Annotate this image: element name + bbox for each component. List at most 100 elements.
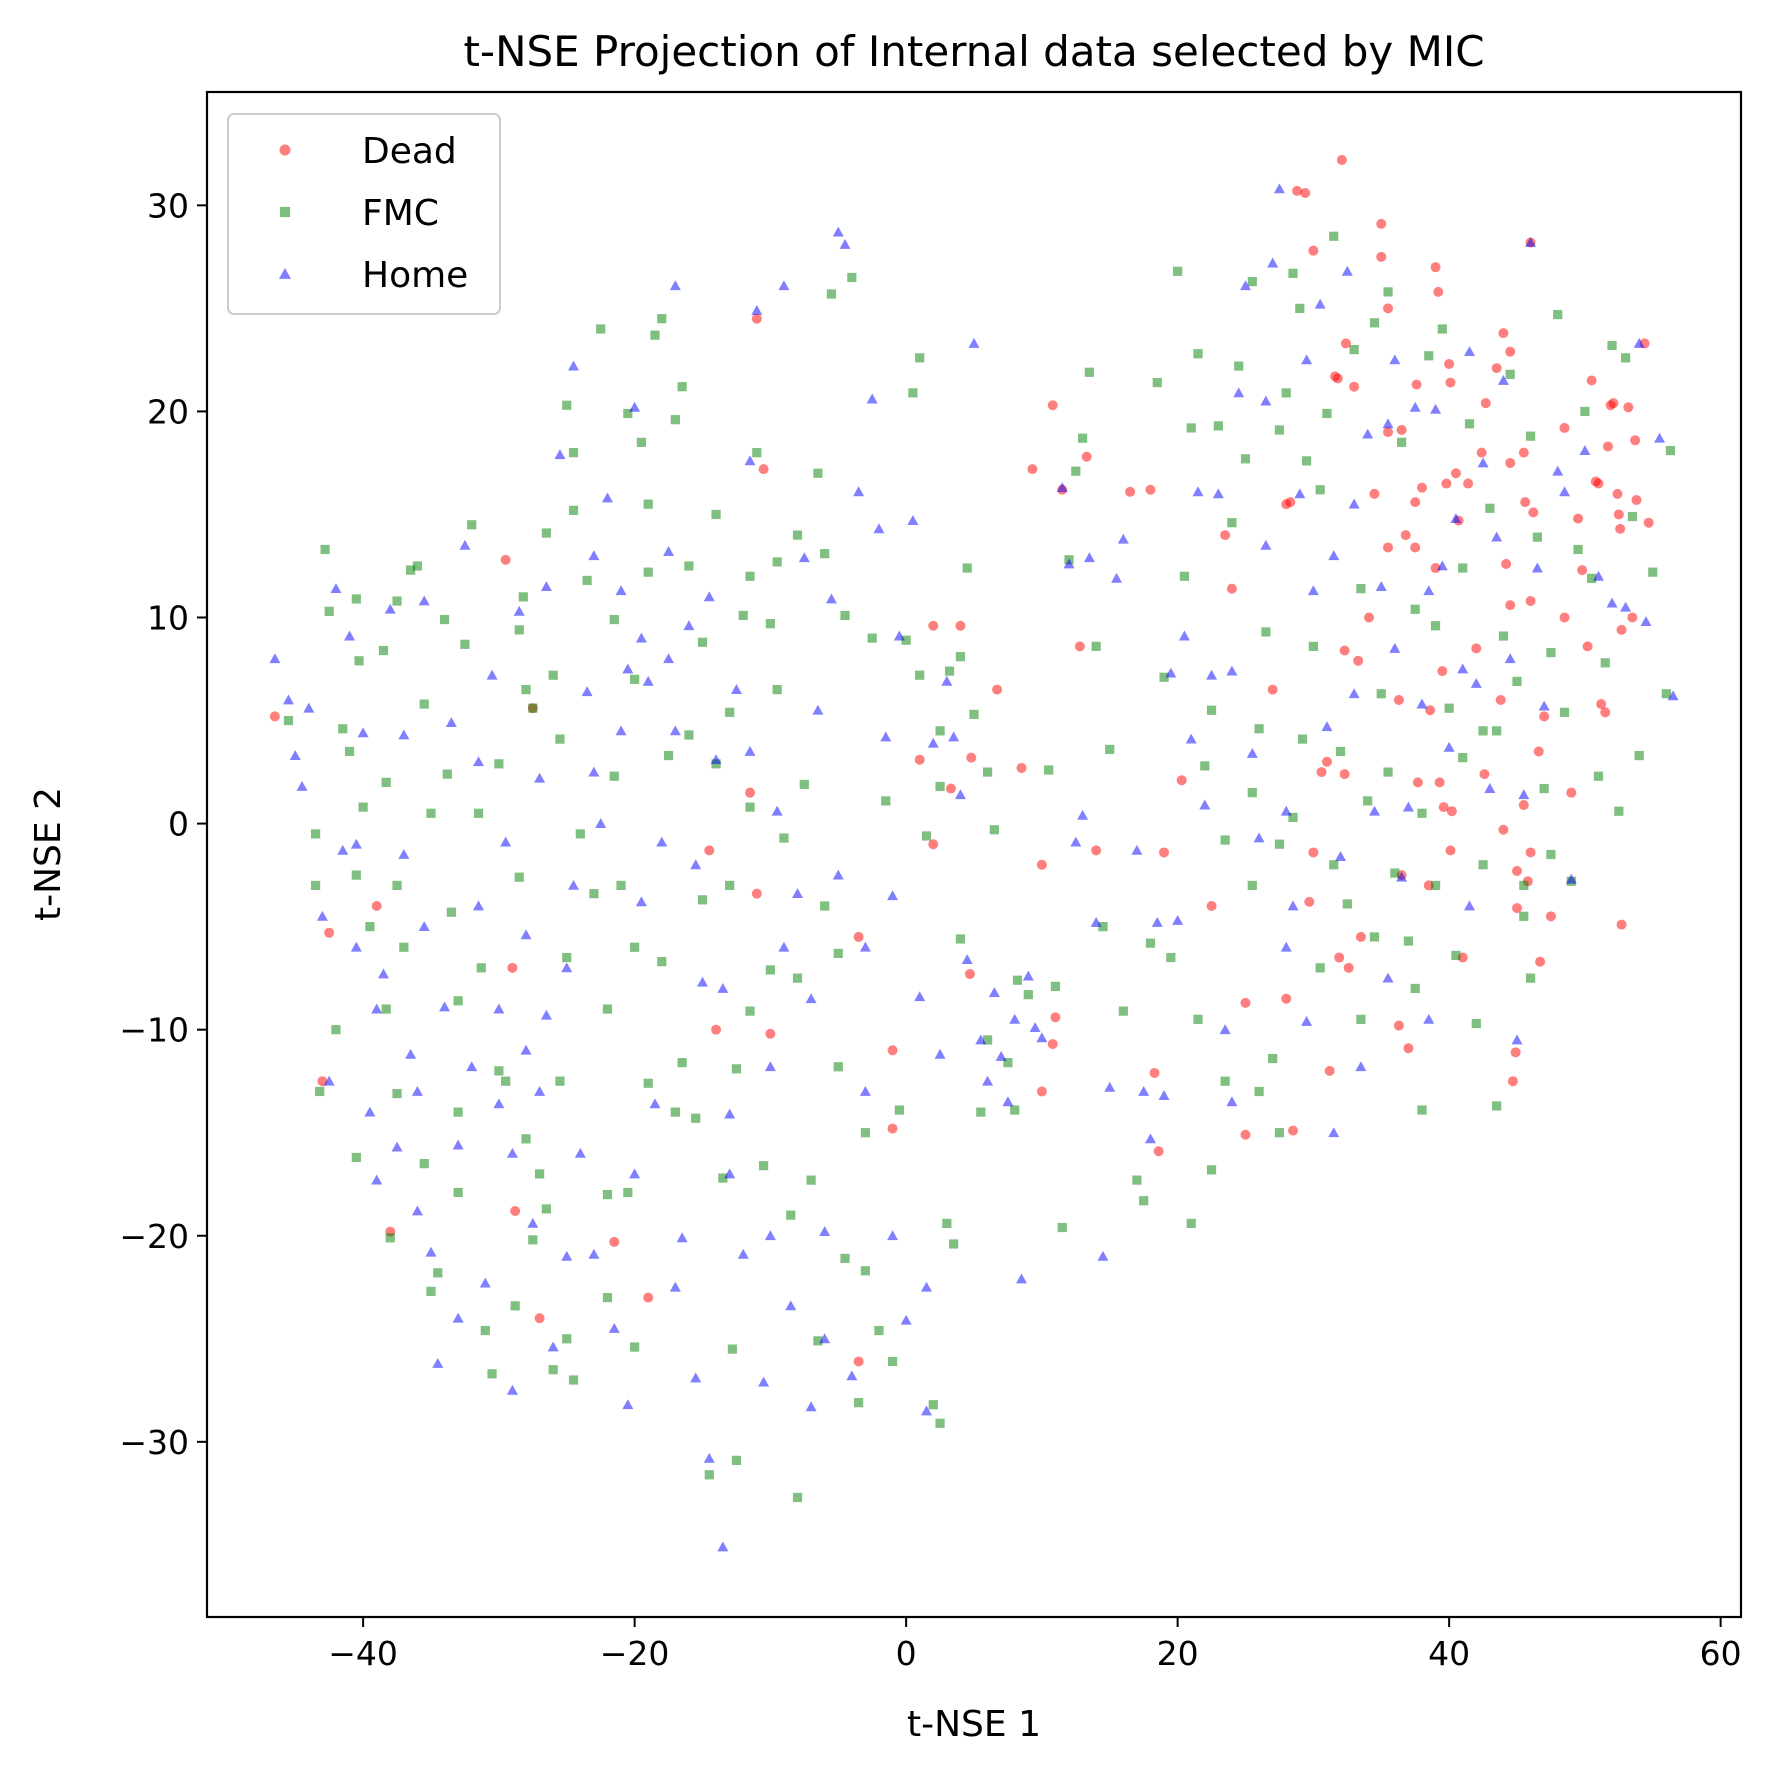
home-point (1389, 642, 1401, 653)
home-point (1382, 972, 1394, 983)
fmc-point (1478, 726, 1488, 736)
dead-point (1505, 600, 1516, 611)
fmc-point (643, 1078, 653, 1088)
dead-point (1627, 612, 1638, 623)
home-point (1579, 445, 1591, 455)
home-point (663, 546, 675, 556)
dead-point (1498, 328, 1509, 339)
home-point (683, 620, 695, 631)
home-point (540, 1009, 552, 1020)
fmc-point (1458, 753, 1468, 763)
fmc-point (1220, 835, 1230, 845)
dead-point (1438, 802, 1449, 813)
home-point (425, 1246, 437, 1257)
fmc-point (1301, 456, 1312, 466)
fmc-point (1098, 922, 1108, 932)
fmc-point (351, 870, 361, 880)
home-point (1396, 871, 1408, 882)
dead-point (1416, 482, 1427, 493)
dead-point (1074, 641, 1085, 652)
fmc-point (514, 625, 524, 635)
fmc-point (562, 952, 572, 963)
home-point (581, 686, 593, 697)
fmc-point (833, 948, 843, 959)
home-point (1321, 721, 1333, 732)
dead-point (1612, 488, 1623, 499)
home-point (635, 896, 647, 907)
home-point (568, 360, 580, 371)
fmc-point (1206, 705, 1217, 715)
fmc-point (378, 645, 389, 656)
home-point (1538, 700, 1550, 711)
home-point (1355, 1061, 1367, 1072)
dead-point (1507, 1076, 1518, 1087)
home-point (663, 653, 675, 664)
fmc-point (1600, 658, 1610, 668)
fmc-point (657, 957, 667, 967)
fmc-point (1498, 631, 1509, 641)
home-point (1077, 809, 1089, 820)
home-point (710, 754, 722, 765)
fmc-point (752, 448, 762, 458)
home-point (350, 941, 362, 952)
dead-point (1364, 612, 1375, 623)
dead-point (1643, 517, 1654, 528)
dead-point (887, 1045, 898, 1056)
fmc-point (1145, 938, 1156, 948)
home-point (540, 581, 552, 591)
dead-point (1430, 563, 1441, 574)
fmc-point (860, 1266, 870, 1276)
fmc-point (1458, 563, 1468, 573)
home-point (1016, 1273, 1028, 1284)
home-point (934, 1048, 946, 1059)
fmc-point (1444, 703, 1454, 713)
home-point (479, 1277, 491, 1288)
y-tick-label: −30 (119, 1423, 189, 1462)
x-tick-label: 20 (1157, 1634, 1199, 1673)
x-tick-label: 40 (1428, 1634, 1470, 1673)
dead-point (1393, 1020, 1404, 1031)
dead-point (1471, 643, 1482, 654)
fmc-point (351, 1152, 361, 1163)
fmc-point (1505, 369, 1515, 379)
home-point (1267, 257, 1279, 268)
legend-label: Home (362, 255, 468, 296)
fmc-point (623, 1187, 633, 1198)
fmc-point (779, 833, 789, 843)
fmc-point (623, 408, 633, 419)
home-point (914, 991, 926, 1002)
fmc-point (1247, 880, 1257, 891)
dead-point (945, 783, 956, 794)
dead-point (928, 620, 939, 631)
dead-point (643, 1292, 654, 1303)
home-point (724, 1168, 736, 1179)
dead-point (1027, 464, 1038, 475)
fmc-point (616, 880, 626, 891)
home-point (703, 591, 715, 602)
fmc-point (1485, 503, 1495, 513)
fmc-point (419, 1159, 429, 1169)
home-point (452, 1312, 464, 1323)
fmc-point (1369, 932, 1380, 942)
fmc-point (630, 674, 640, 684)
fmc-point (1621, 353, 1631, 363)
home-point (466, 1061, 478, 1072)
fmc-point (942, 1218, 952, 1228)
x-tick-label: 60 (1700, 1634, 1742, 1673)
home-point (1504, 653, 1516, 664)
home-point (1382, 418, 1394, 429)
fmc-point (494, 1066, 504, 1076)
fmc-point (311, 880, 321, 891)
home-point (1280, 941, 1292, 952)
fmc-point (1665, 445, 1676, 456)
fmc-point (955, 652, 966, 662)
dead-point (1446, 806, 1457, 817)
dead-point (1518, 447, 1529, 458)
home-point (1165, 667, 1177, 678)
dead-point (324, 927, 335, 938)
home-point (1633, 337, 1645, 348)
fmc-point (1430, 880, 1441, 891)
legend-marker-fmc (279, 206, 291, 218)
home-point (690, 859, 702, 870)
home-point (764, 1230, 776, 1241)
